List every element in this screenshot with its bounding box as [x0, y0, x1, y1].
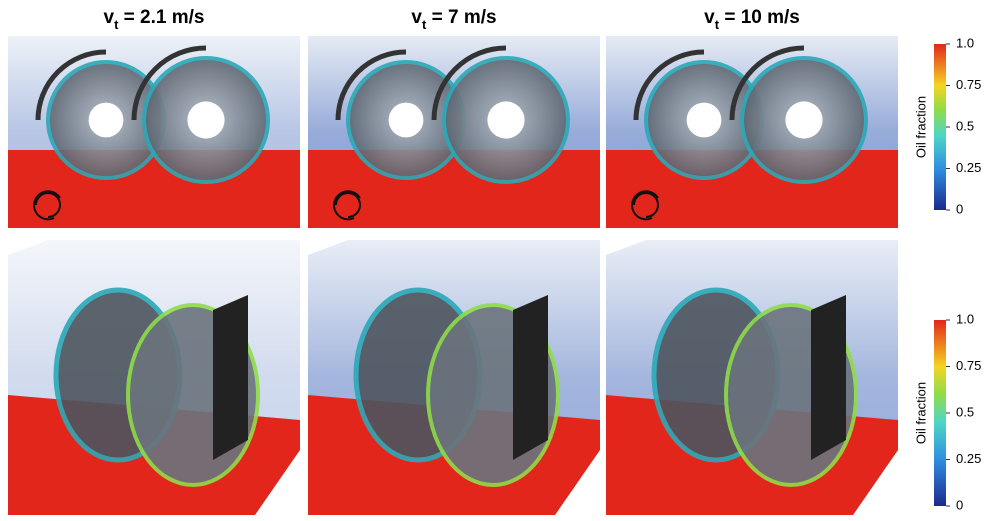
colorbar-tick-label: 0 — [956, 497, 963, 512]
shaft-hole — [785, 101, 822, 138]
colorbar-tick-label: 0.5 — [956, 404, 974, 419]
panel-2d — [308, 36, 600, 228]
colorbar-tick-label: 1.0 — [956, 35, 974, 50]
colorbar-tick-label: 1.0 — [956, 311, 974, 326]
panel-3d — [308, 240, 600, 515]
colorbar — [934, 44, 946, 210]
panel-title: vt = 10 m/s — [704, 7, 800, 32]
shaft-hole — [487, 101, 524, 138]
panel-2d — [8, 36, 300, 228]
colorbar-tick-label: 0 — [956, 201, 963, 216]
colorbar-tick-label: 0.5 — [956, 118, 974, 133]
title-part: = 2.1 m/s — [118, 7, 204, 28]
panel-3d — [606, 240, 898, 515]
panel-title: vt = 2.1 m/s — [103, 7, 204, 32]
shaft-hole — [89, 103, 124, 138]
title-part: = 7 m/s — [426, 7, 496, 28]
title-part: v — [704, 7, 715, 28]
colorbar — [934, 320, 946, 506]
panel-2d — [606, 36, 898, 228]
casing-3d — [513, 295, 548, 460]
simulation-panels — [8, 36, 898, 515]
colorbar-label: Oil fraction — [913, 96, 928, 158]
figure: vt = 2.1 m/s vt = 7 m/s vt = 10 m/s Oil fr… — [0, 0, 988, 521]
casing-3d — [811, 295, 846, 460]
colorbars: Oil fraction 1.0 0.75 0.5 0.25 0 Oil fraction 1… — [913, 35, 981, 512]
colorbar-tick-label: 0.75 — [956, 358, 981, 373]
titles: vt = 2.1 m/s vt = 7 m/s vt = 10 m/s — [103, 7, 799, 32]
panel-3d — [8, 240, 300, 515]
title-part: v — [103, 7, 114, 28]
title-part: = 10 m/s — [719, 7, 800, 28]
panel-title: vt = 7 m/s — [411, 7, 496, 32]
colorbar-tick-label: 0.25 — [956, 451, 981, 466]
casing-3d — [213, 295, 248, 460]
colorbar-tick-label: 0.25 — [956, 160, 981, 175]
title-part: v — [411, 7, 422, 28]
shaft-hole — [687, 103, 722, 138]
shaft-hole — [389, 103, 424, 138]
shaft-hole — [187, 101, 224, 138]
colorbar-tick-label: 0.75 — [956, 77, 981, 92]
colorbar-label: Oil fraction — [913, 382, 928, 444]
